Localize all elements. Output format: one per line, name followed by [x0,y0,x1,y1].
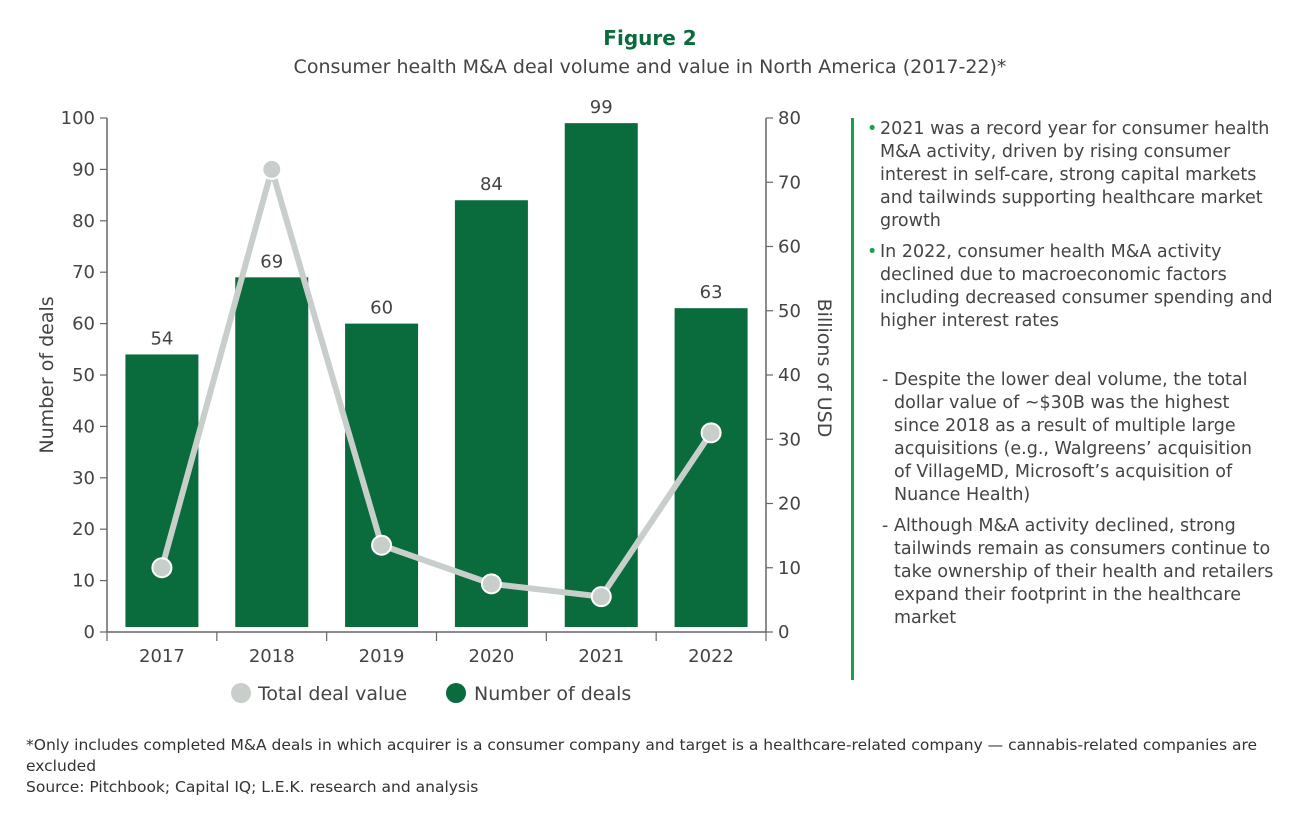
x-tick-label: 2022 [688,646,734,667]
y2-tick-label: 40 [778,365,801,386]
line-total-deal-value [159,166,714,600]
bar-2018 [235,277,309,627]
source: Source: Pitchbook; Capital IQ; L.E.K. re… [26,778,479,796]
y-axis-label: Number of deals [36,296,58,453]
y2-axis-label: Billions of USD [813,299,835,438]
note-bullet: 2021 was a record year for consumer heal… [854,118,1274,233]
footnotes: *Only includes completed M&A deals in wh… [26,735,1266,798]
y-tick-label: 50 [72,365,95,386]
y-tick-label: 100 [61,108,95,129]
data-label: 99 [590,97,613,118]
data-label: 54 [150,328,173,349]
y2-tick-label: 0 [778,622,789,643]
figure-label: Figure 2 [603,26,697,50]
bar-2021 [564,123,638,627]
data-label: 69 [260,251,283,272]
point-2021 [590,586,612,608]
y-tick-label: 90 [72,159,95,180]
note-sub-bullet: Although M&A activity declined, strong t… [854,515,1274,630]
legend-marker-total-deal-value [231,683,251,703]
note-bullet: In 2022, consumer health M&A activity de… [854,241,1274,333]
y-tick-label: 60 [72,314,95,335]
bar-2017 [125,354,199,627]
x-tick-label: 2021 [578,646,624,667]
x-tick-label: 2019 [359,646,405,667]
y-tick-label: 40 [72,416,95,437]
y-tick-label: 0 [84,622,95,643]
bar-2019 [345,323,419,627]
y2-tick-label: 50 [778,301,801,322]
x-tick-label: 2018 [249,646,295,667]
x-tick-label: 2017 [139,646,185,667]
y-tick-label: 80 [72,211,95,232]
y-tick-label: 20 [72,519,95,540]
point-2022 [700,422,722,444]
y2-tick-label: 70 [778,172,801,193]
x-tick-label: 2020 [469,646,515,667]
chart-title: Consumer health M&A deal volume and valu… [293,56,1007,78]
y2-tick-label: 10 [778,558,801,579]
y-tick-label: 30 [72,468,95,489]
legend-label: Number of deals [474,683,631,705]
note-sub-bullet: Despite the lower deal volume, the total… [854,369,1274,507]
y2-tick-label: 20 [778,494,801,515]
point-2018 [261,158,283,180]
chart: 0 10 20 30 40 50 60 70 80 90 100 0 10 20 30 40 50 60 70 80 2… [36,97,835,705]
point-2019 [371,534,393,556]
legend-marker-number-of-deals [446,683,466,703]
footnote: *Only includes completed M&A deals in wh… [26,736,1258,775]
data-label: 60 [370,298,393,319]
data-label: 63 [700,282,723,303]
y2-tick-label: 60 [778,237,801,258]
legend-label: Total deal value [257,683,407,705]
notes-panel: 2021 was a record year for consumer heal… [851,118,1274,680]
data-label: 84 [480,174,503,195]
point-2017 [151,557,173,579]
y2-tick-label: 80 [778,108,801,129]
bar-2020 [454,200,528,628]
y-tick-label: 70 [72,262,95,283]
point-2020 [480,573,502,595]
y-tick-label: 10 [72,571,95,592]
y2-tick-label: 30 [778,429,801,450]
